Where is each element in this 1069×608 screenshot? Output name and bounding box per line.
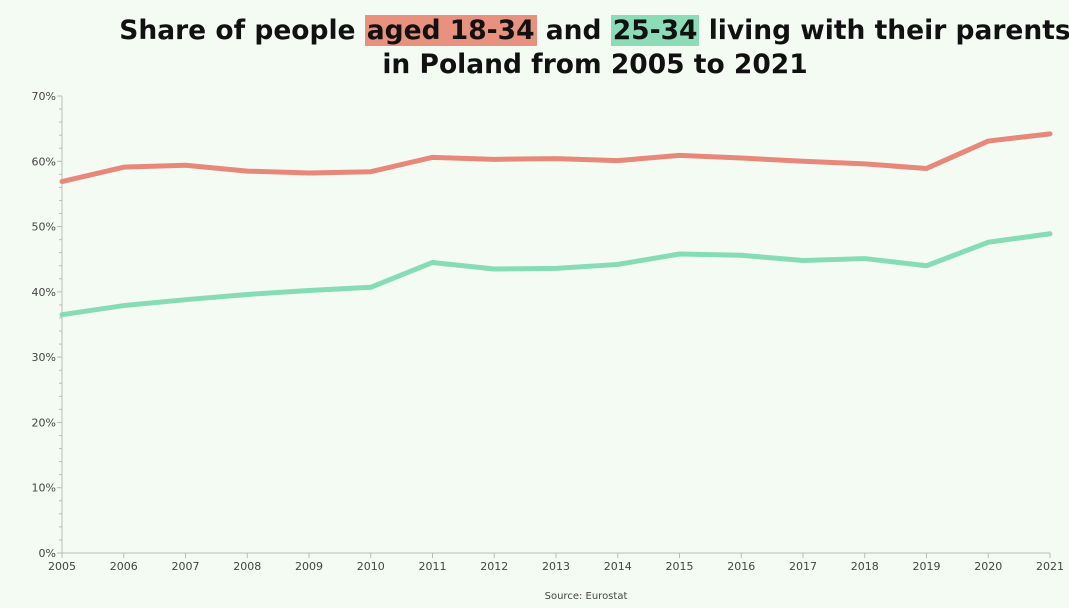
x-tick-labels: 2005 2006 2007 2008 2009 2010 2011 2012 2013 2014… bbox=[48, 560, 1064, 573]
y-tick-label: 40% bbox=[32, 286, 56, 299]
source-note: Source: Eurostat bbox=[544, 591, 628, 602]
title-highlight-25-34: 25-34 bbox=[610, 15, 700, 46]
y-tick-label: 50% bbox=[32, 221, 56, 234]
x-tick-label: 2005 bbox=[48, 560, 76, 573]
x-tick-label: 2011 bbox=[419, 560, 447, 573]
chart-title: Share of people aged 18-34 and 25-34 liv… bbox=[0, 14, 1069, 82]
y-tick-label: 20% bbox=[32, 416, 56, 429]
y-tick-label: 70% bbox=[32, 90, 56, 103]
x-tick-label: 2012 bbox=[480, 560, 508, 573]
series-line-18-34 bbox=[59, 131, 1053, 185]
x-tick-label: 2013 bbox=[542, 560, 570, 573]
y-tick-labels: 0% 10% 20% 30% 40% 50% 60% 70% bbox=[32, 90, 56, 560]
x-tick-label: 2016 bbox=[727, 560, 755, 573]
y-tick-label: 60% bbox=[32, 155, 56, 168]
title-text-1: Share of people bbox=[119, 15, 365, 46]
x-tick-label: 2019 bbox=[913, 560, 941, 573]
x-tick-label: 2006 bbox=[110, 560, 138, 573]
x-tick-label: 2020 bbox=[974, 560, 1002, 573]
x-tick-label: 2017 bbox=[789, 560, 817, 573]
x-tick-label: 2021 bbox=[1036, 560, 1064, 573]
x-tick-label: 2015 bbox=[666, 560, 694, 573]
x-tick-label: 2009 bbox=[295, 560, 323, 573]
y-tick-label: 30% bbox=[32, 351, 56, 364]
series-line-25-34 bbox=[59, 231, 1053, 318]
title-highlight-18-34: aged 18-34 bbox=[364, 15, 537, 46]
x-tick-label: 2018 bbox=[851, 560, 879, 573]
title-line-1: Share of people aged 18-34 and 25-34 liv… bbox=[0, 14, 1069, 48]
series-lines bbox=[59, 131, 1053, 318]
y-tick-label: 0% bbox=[39, 547, 56, 560]
y-tick-label: 10% bbox=[32, 482, 56, 495]
x-tick-label: 2007 bbox=[172, 560, 200, 573]
x-tick-label: 2008 bbox=[233, 560, 261, 573]
title-text-3: living with their parents bbox=[699, 15, 1069, 46]
x-tick-label: 2014 bbox=[604, 560, 632, 573]
title-text-2: and bbox=[536, 15, 611, 46]
axes bbox=[57, 95, 1051, 558]
x-tick-label: 2010 bbox=[357, 560, 385, 573]
title-line-2: in Poland from 2005 to 2021 bbox=[382, 49, 808, 80]
